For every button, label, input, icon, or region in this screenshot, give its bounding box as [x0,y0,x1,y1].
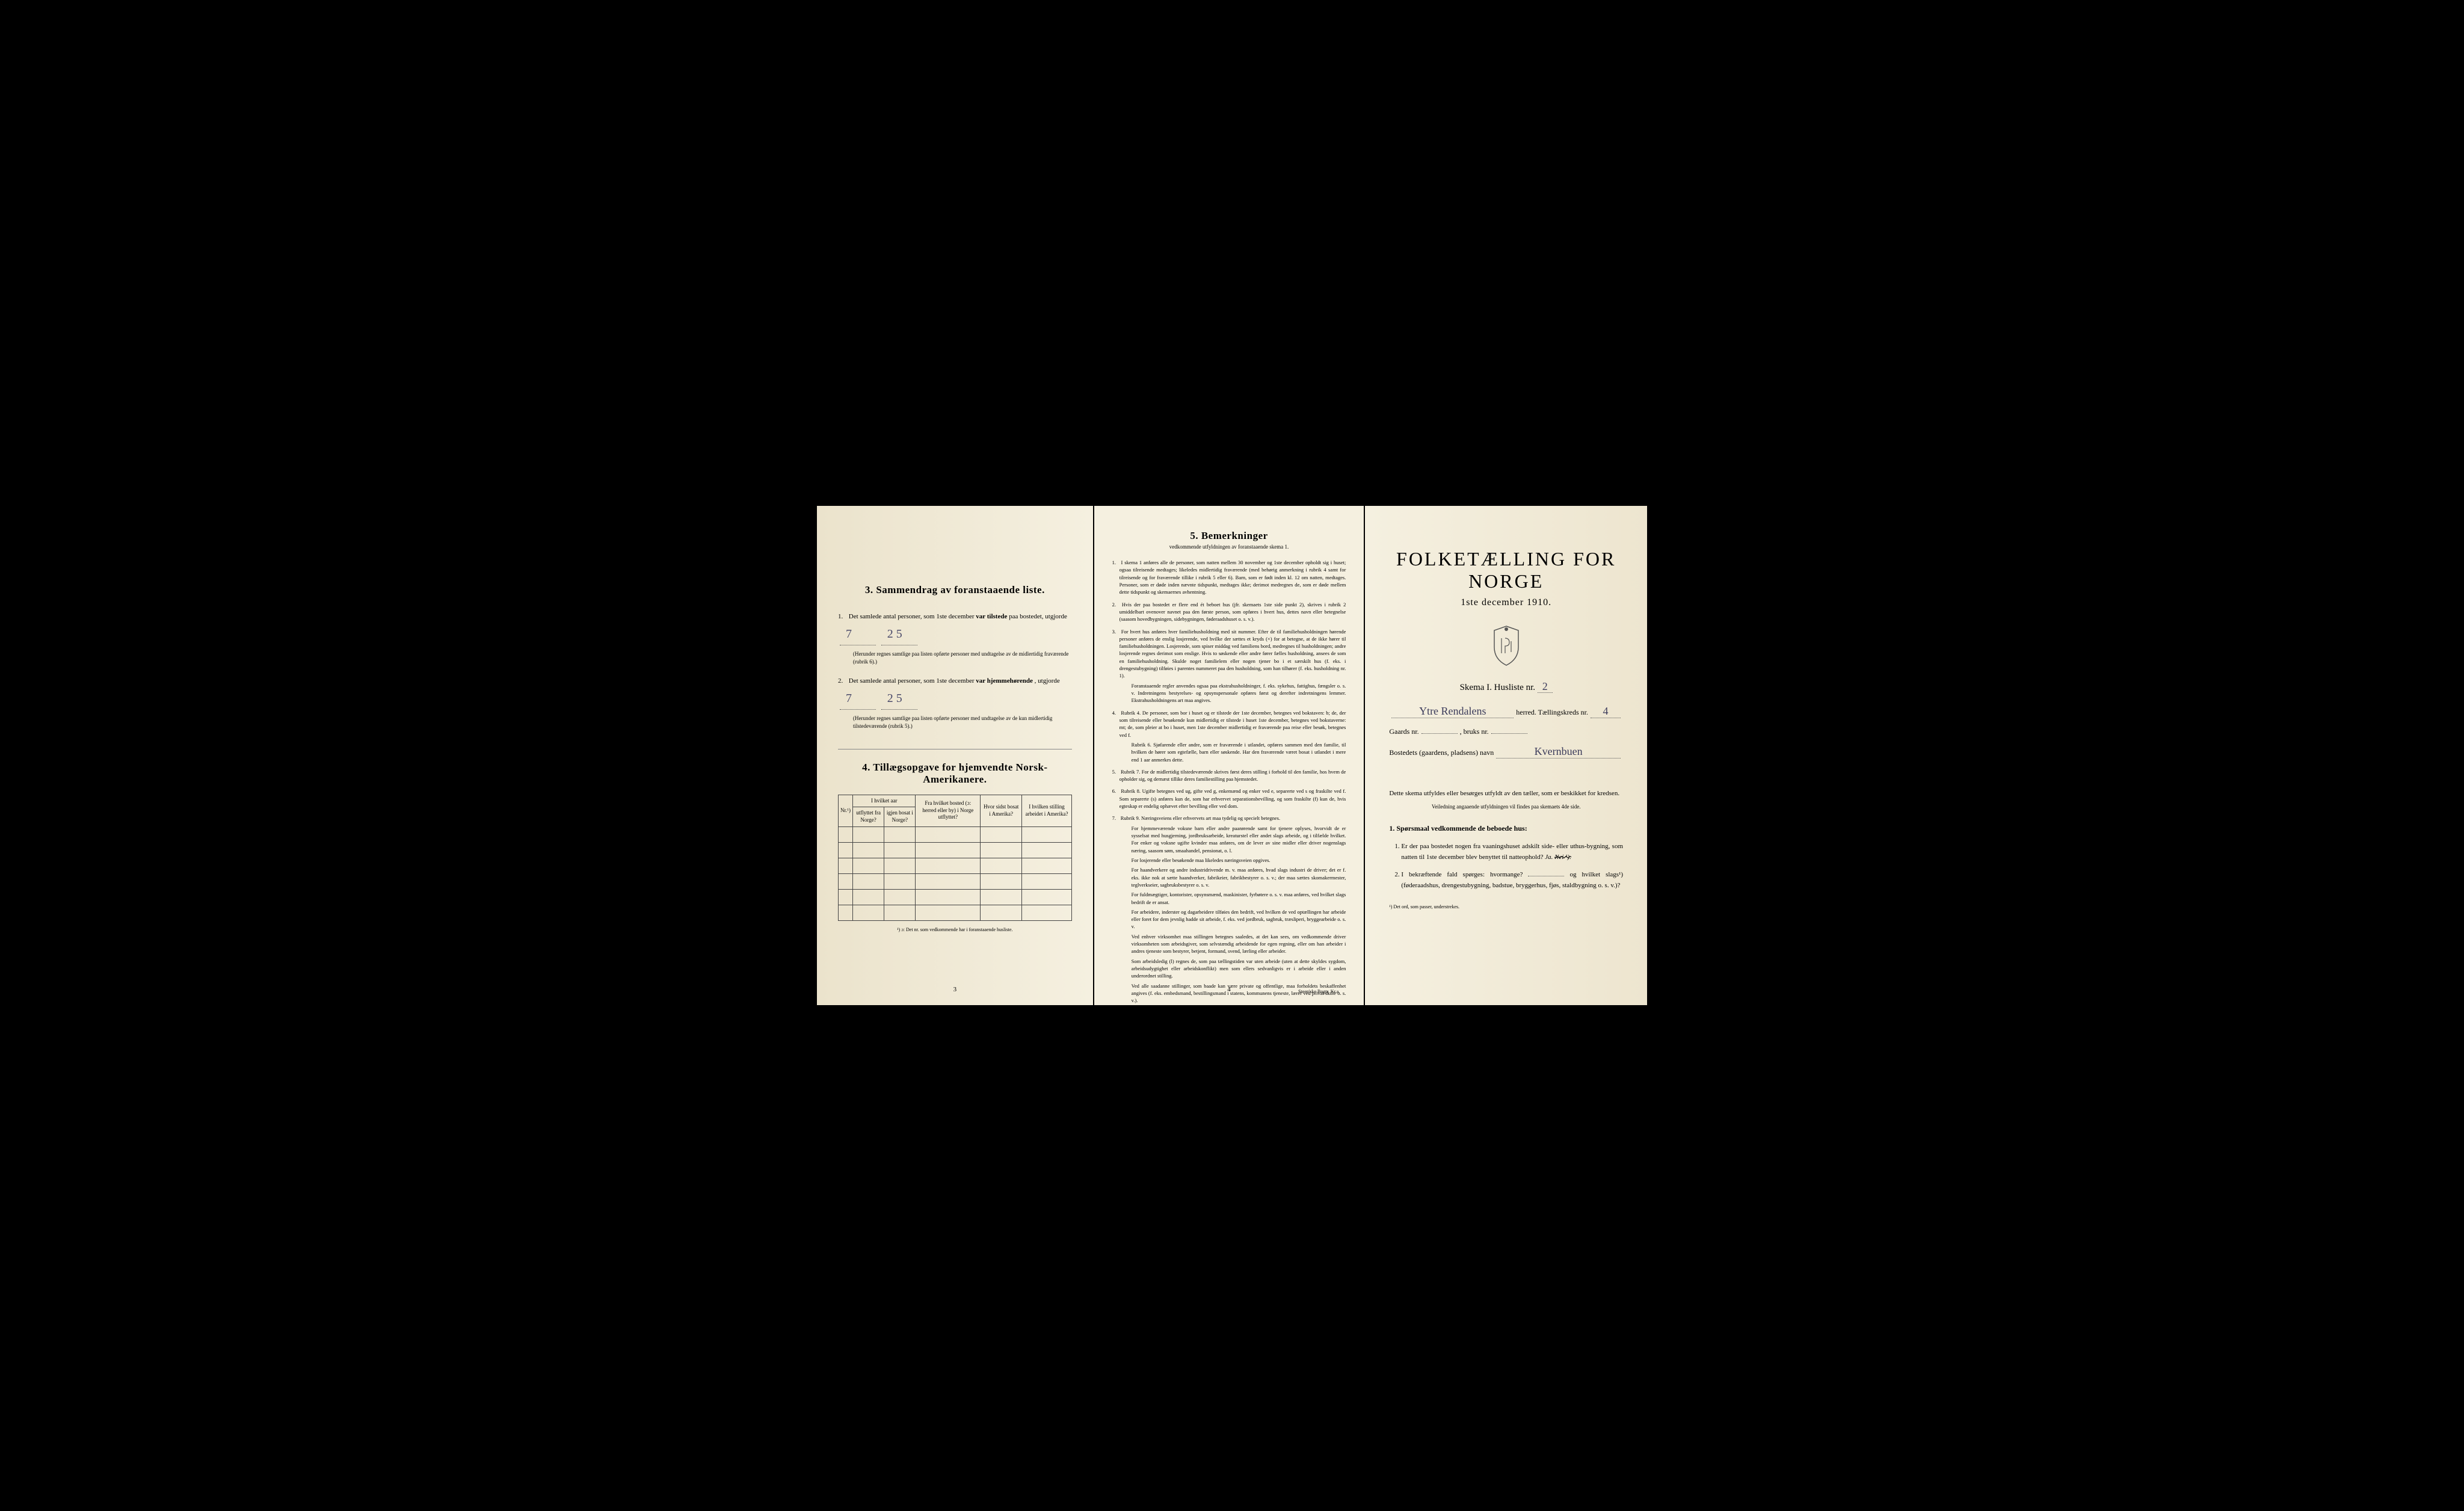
nej-struck: Nei ¹). [1554,854,1571,861]
col-nr: Nr.¹) [839,795,853,826]
herred-line: Ytre Rendalens herred. Tællingskreds nr.… [1389,705,1623,718]
question-2: I bekræftende fald spørges: hvormange? o… [1401,870,1623,891]
sub-note-1: (Herunder regnes samtlige paa listen opf… [853,650,1072,666]
coat-of-arms-icon [1488,623,1524,668]
section-3-title: 3. Sammendrag av foranstaaende liste. [838,584,1072,596]
col-year-group: I hvilket aar [852,795,916,807]
table-row [839,826,1072,842]
schema-line: Skema I. Husliste nr. 2 [1389,680,1623,693]
herred-value: Ytre Rendalens [1391,705,1514,718]
footnote-3: ¹) Det ord, som passer, understrekes. [1389,903,1623,911]
page-3: FOLKETÆLLING FOR NORGE 1ste december 191… [1365,506,1647,1005]
emigrant-table: Nr.¹) I hvilket aar Fra hvilket bosted (… [838,795,1072,921]
remark-item: 3. For hvert hus anføres hver familiehus… [1112,628,1346,704]
bruks-value [1491,733,1527,734]
section-4-title: 4. Tillægsopgave for hjemvendte Norsk-Am… [838,762,1072,786]
remark-item: 1. I skema 1 anføres alle de personer, s… [1112,559,1346,596]
table-footnote: ¹) ɔ: Det nr. som vedkommende har i fora… [838,927,1072,932]
kreds-nr: 4 [1591,705,1621,718]
table-row [839,842,1072,858]
gaards-line: Gaards nr. , bruks nr. [1389,727,1623,736]
question-1: Er der paa bostedet nogen fra vaaningshu… [1401,842,1623,863]
document-spread: 3. Sammendrag av foranstaaende liste. 1.… [817,506,1647,1005]
col-emigrated: utflyttet fra Norge? [852,807,884,826]
table-row [839,889,1072,905]
census-title: FOLKETÆLLING FOR NORGE [1389,548,1623,592]
section-5-subtitle: vedkommende utfyldningen av foranstaaend… [1112,544,1346,550]
bosted-value: Kvernbuen [1496,745,1621,759]
bosted-line: Bostedets (gaardens, pladsens) navn Kver… [1389,745,1623,759]
husliste-nr: 2 [1538,680,1553,693]
question-heading: 1. Spørsmaal vedkommende de beboede hus: [1389,823,1623,834]
page-1: 3. Sammendrag av foranstaaende liste. 1.… [817,506,1093,1005]
table-row [839,905,1072,920]
page-2: 5. Bemerkninger vedkommende utfyldningen… [1094,506,1364,1005]
summary-line-1: 1. Det samlede antal personer, som 1ste … [838,611,1072,645]
remarks-list: 1. I skema 1 anføres alle de personer, s… [1112,559,1346,1005]
summary-line-2: 2. Det samlede antal personer, som 1ste … [838,675,1072,710]
table-row [839,873,1072,889]
col-position: I hvilken stilling arbeidet i Amerika? [1022,795,1071,826]
section-5-title: 5. Bemerkninger [1112,530,1346,542]
remark-item: 4. Rubrik 4. De personer, som bor i huse… [1112,709,1346,763]
gaards-value [1421,733,1458,734]
value-1b: 2 5 [881,623,917,645]
remark-item: 2. Hvis der paa bostedet er flere end ét… [1112,601,1346,623]
remark-item: 5. Rubrik 7. For de midlertidig tilstede… [1112,768,1346,783]
remark-item: 7. Rubrik 9. Næringsveiens eller erhverv… [1112,814,1346,1005]
col-where: Hvor sidst bosat i Amerika? [981,795,1022,826]
sub-note-2: (Herunder regnes samtlige paa listen opf… [853,715,1072,731]
printer-credit: Steen'ske Bogtr. Kr.a. [1298,989,1340,994]
page-number-3: 3 [953,986,957,993]
col-from: Fra hvilket bosted (ɔ: herred eller by) … [916,795,981,826]
table-row [839,858,1072,873]
page-number-4: 4 [1227,986,1231,993]
col-returned: igjen bosat i Norge? [884,807,916,826]
census-date: 1ste december 1910. [1389,597,1623,608]
remark-item: 6. Rubrik 8. Ugifte betegnes ved ug, gif… [1112,787,1346,810]
value-1a: 7 [840,623,876,645]
instructions: Dette skema utfyldes eller besørges utfy… [1389,789,1623,911]
value-2a: 7 [840,688,876,710]
value-2b: 2 5 [881,688,917,710]
